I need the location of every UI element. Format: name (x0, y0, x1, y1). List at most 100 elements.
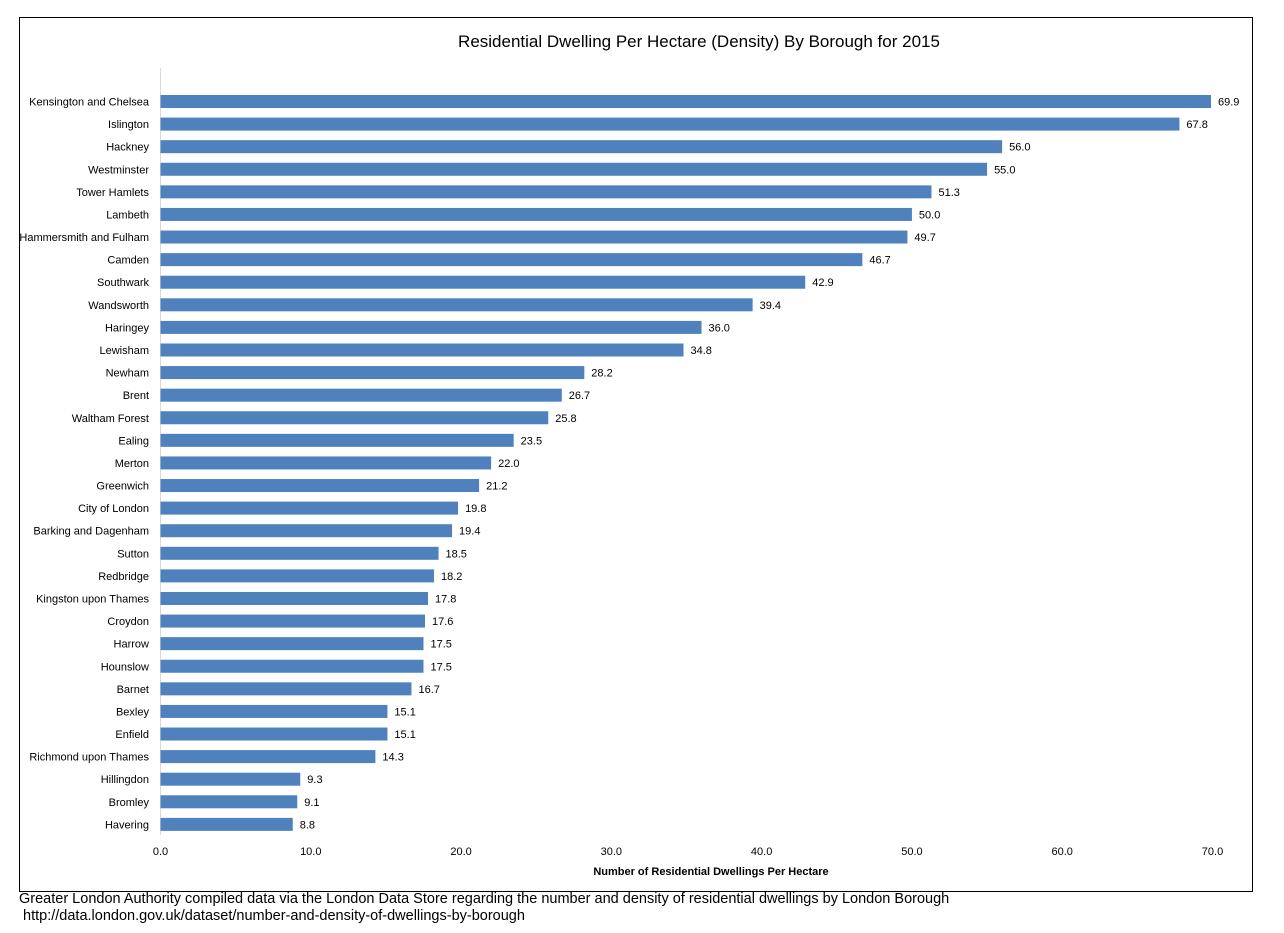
category-label: Greenwich (96, 481, 149, 493)
x-axis-title: Number of Residential Dwellings Per Hect… (593, 866, 828, 878)
data-label: 50.0 (919, 209, 940, 221)
bar (160, 750, 376, 764)
category-label: Lambeth (106, 209, 149, 221)
data-label: 22.0 (498, 458, 519, 470)
bar (160, 479, 480, 493)
bar (160, 772, 301, 786)
data-label: 15.1 (394, 706, 415, 718)
bar (160, 230, 908, 244)
category-label: Camden (107, 255, 149, 267)
data-label: 17.6 (432, 616, 453, 628)
bar (160, 704, 388, 718)
category-label: City of London (78, 503, 149, 515)
bar (160, 343, 684, 357)
x-tick-label: 20.0 (450, 846, 471, 858)
category-label: Enfield (115, 729, 149, 741)
category-labels: Kensington and Chelsea Islington Hackney We… (20, 97, 150, 832)
x-tick-label: 10.0 (300, 846, 321, 858)
data-label: 19.4 (459, 526, 480, 538)
x-tick-label: 40.0 (751, 846, 772, 858)
data-label: 15.1 (394, 729, 415, 741)
data-label: 56.0 (1009, 142, 1030, 154)
category-label: Havering (105, 819, 149, 831)
data-label: 26.7 (569, 390, 590, 402)
bar (160, 207, 912, 221)
bar (160, 253, 863, 267)
bar (160, 569, 435, 583)
bar (160, 411, 549, 425)
category-label: Kensington and Chelsea (29, 97, 150, 109)
bar (160, 366, 585, 380)
data-label: 18.2 (441, 571, 462, 583)
category-label: Hounslow (101, 661, 149, 673)
bar (160, 456, 492, 470)
data-label: 23.5 (521, 435, 542, 447)
bar (160, 591, 429, 605)
category-label: Harrow (114, 639, 150, 651)
data-label: 36.0 (709, 322, 730, 334)
x-tick-label: 30.0 (601, 846, 622, 858)
x-tick-label: 0.0 (153, 846, 168, 858)
category-label: Richmond upon Thames (29, 752, 149, 764)
bar (160, 682, 412, 696)
category-label: Brent (123, 390, 149, 402)
source-url[interactable]: http://data.london.gov.uk/dataset/number… (19, 908, 525, 924)
x-tick-label: 50.0 (901, 846, 922, 858)
source-note: Greater London Authority compiled data v… (19, 891, 950, 907)
data-label: 19.8 (465, 503, 486, 515)
value-labels: 69.9 67.8 56.0 55.0 51.3 50.0 49.7 46.7 42.9 39.4… (300, 97, 1240, 832)
data-label: 51.3 (938, 187, 959, 199)
data-label: 39.4 (760, 300, 781, 312)
category-label: Kingston upon Thames (36, 593, 149, 605)
category-label: Waltham Forest (72, 413, 149, 425)
data-label: 42.9 (812, 277, 833, 289)
bar (160, 817, 293, 831)
data-label: 9.1 (304, 797, 319, 809)
x-tick-label: 70.0 (1202, 846, 1223, 858)
bar (160, 637, 424, 651)
x-tick-label: 60.0 (1052, 846, 1073, 858)
data-label: 25.8 (555, 413, 576, 425)
bar (160, 140, 1003, 154)
category-label: Bromley (109, 797, 150, 809)
bar (160, 388, 562, 402)
category-label: Barking and Dagenham (33, 526, 149, 538)
bar-chart: Residential Dwelling Per Hectare (Densit… (20, 32, 1240, 878)
bar (160, 727, 388, 741)
bar (160, 659, 424, 673)
data-label: 16.7 (418, 684, 439, 696)
bar (160, 546, 439, 560)
bars (160, 95, 1211, 831)
category-label: Southwark (97, 277, 149, 289)
category-label: Lewisham (99, 345, 149, 357)
bar (160, 614, 426, 628)
bar (160, 501, 459, 515)
category-label: Bexley (116, 706, 150, 718)
data-label: 17.5 (431, 661, 452, 673)
category-label: Croydon (107, 616, 149, 628)
data-label: 34.8 (690, 345, 711, 357)
category-label: Haringey (105, 322, 150, 334)
category-label: Tower Hamlets (76, 187, 149, 199)
category-label: Hillingdon (101, 774, 149, 786)
bar (160, 320, 702, 334)
data-label: 49.7 (914, 232, 935, 244)
data-label: 14.3 (382, 752, 403, 764)
data-label: 55.0 (994, 164, 1015, 176)
chart-area: Residential Dwelling Per Hectare (Densit… (19, 17, 1253, 892)
bar (160, 275, 806, 289)
bar (160, 795, 298, 809)
chart-title: Residential Dwelling Per Hectare (Densit… (458, 32, 940, 51)
bar (160, 185, 932, 199)
category-label: Redbridge (98, 571, 149, 583)
data-label: 46.7 (869, 255, 890, 267)
bar (160, 433, 514, 447)
bar (160, 524, 453, 538)
category-label: Sutton (117, 548, 149, 560)
data-label: 28.2 (591, 368, 612, 380)
data-label: 21.2 (486, 481, 507, 493)
category-label: Hammersmith and Fulham (20, 232, 149, 244)
category-label: Westminster (88, 164, 149, 176)
x-axis-tick-labels: 0.0 10.0 20.0 30.0 40.0 50.0 60.0 70.0 (153, 846, 1223, 858)
category-label: Merton (115, 458, 149, 470)
